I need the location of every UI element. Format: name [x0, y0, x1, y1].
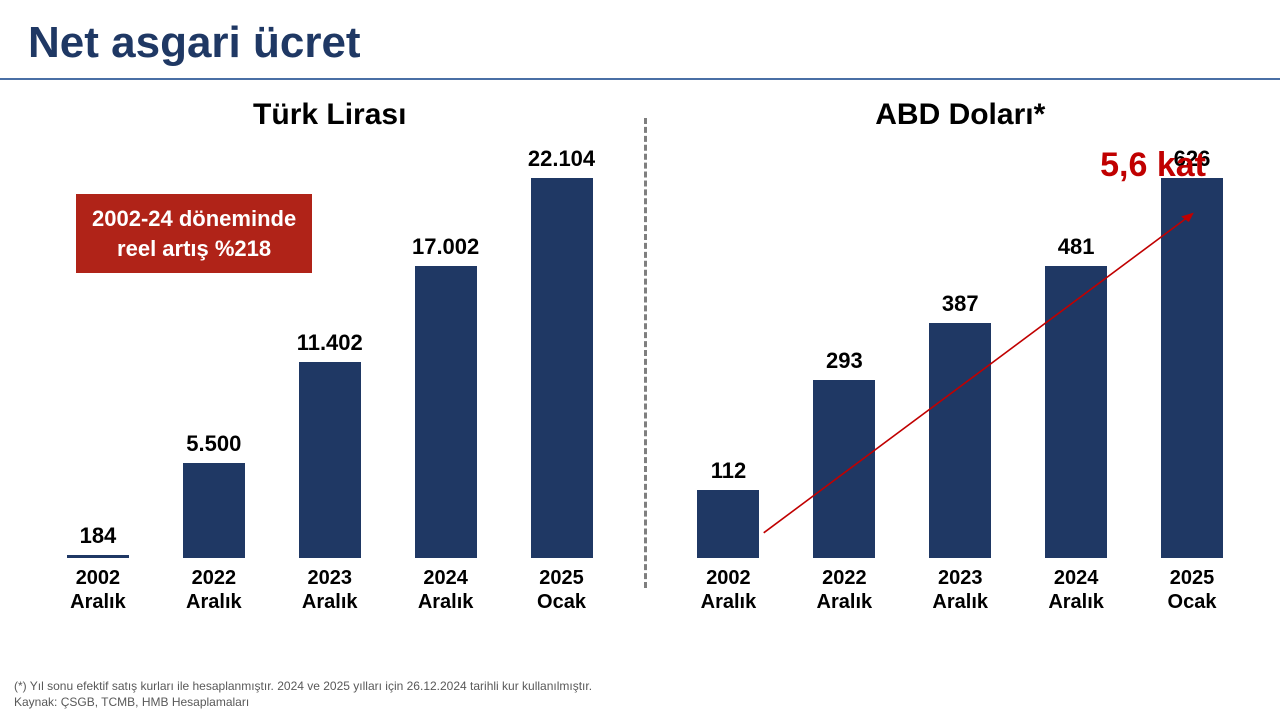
- x-axis-label: 2002Aralık: [676, 566, 780, 614]
- bar-rect: [183, 463, 245, 558]
- chart-title-left: Türk Lirası: [30, 98, 630, 132]
- bar-group: 184: [46, 523, 150, 558]
- chart-panel-right: ABD Doları* 5,6 kat 112 293 387 481 626 2002…: [661, 88, 1261, 648]
- x-axis-label: 2025Ocak: [509, 566, 613, 614]
- x-labels-left: 2002Aralık2022Aralık2023Aralık2024Aralık…: [40, 566, 620, 614]
- bar-rect: [415, 266, 477, 558]
- bar-value-label: 112: [711, 458, 747, 484]
- callout-line2: reel artış %218: [117, 236, 271, 261]
- bar-rect: [299, 362, 361, 558]
- bars-area-right: 112 293 387 481 626: [671, 138, 1251, 558]
- charts-row: Türk Lirası 2002-24 döneminde reel artış…: [0, 88, 1280, 648]
- footnote-line1: (*) Yıl sonu efektif satış kurları ile h…: [14, 679, 592, 693]
- footnote: (*) Yıl sonu efektif satış kurları ile h…: [14, 678, 592, 710]
- bar-rect: [1045, 266, 1107, 558]
- x-axis-label: 2023Aralık: [908, 566, 1012, 614]
- title-bar: Net asgari ücret: [0, 0, 1280, 80]
- bar-value-label: 11.402: [297, 330, 363, 356]
- page-title: Net asgari ücret: [28, 18, 1280, 68]
- kat-label: 5,6 kat: [1100, 146, 1206, 185]
- bar-group: 5.500: [162, 431, 266, 558]
- bar-rect: [813, 380, 875, 558]
- bar-value-label: 387: [942, 291, 979, 317]
- bar-rect: [697, 490, 759, 558]
- bar-rect: [929, 323, 991, 558]
- bar-value-label: 17.002: [412, 234, 479, 260]
- bar-group: 293: [792, 348, 896, 558]
- footnote-line2: Kaynak: ÇSGB, TCMB, HMB Hesaplamaları: [14, 695, 249, 709]
- callout-line1: 2002-24 döneminde: [92, 206, 296, 231]
- bar-group: 481: [1024, 234, 1128, 558]
- bar-group: 112: [676, 458, 780, 558]
- callout-box: 2002-24 döneminde reel artış %218: [76, 194, 312, 273]
- chart-title-right: ABD Doları*: [661, 98, 1261, 132]
- bar-group: 17.002: [393, 234, 497, 558]
- bar-value-label: 184: [80, 523, 117, 549]
- bar-group: 626: [1140, 146, 1244, 558]
- panel-divider: [644, 118, 647, 588]
- x-axis-label: 2024Aralık: [1024, 566, 1128, 614]
- x-axis-label: 2022Aralık: [162, 566, 266, 614]
- bar-value-label: 5.500: [186, 431, 241, 457]
- x-axis-label: 2022Aralık: [792, 566, 896, 614]
- x-axis-label: 2023Aralık: [278, 566, 382, 614]
- bar-value-label: 293: [826, 348, 863, 374]
- bar-group: 11.402: [278, 330, 382, 558]
- bar-group: 387: [908, 291, 1012, 558]
- bar-group: 22.104: [509, 146, 613, 558]
- x-axis-label: 2025Ocak: [1140, 566, 1244, 614]
- bar-value-label: 481: [1058, 234, 1095, 260]
- bar-rect: [531, 178, 593, 558]
- bar-value-label: 22.104: [528, 146, 595, 172]
- bar-rect: [1161, 178, 1223, 558]
- x-axis-label: 2002Aralık: [46, 566, 150, 614]
- x-axis-label: 2024Aralık: [393, 566, 497, 614]
- bar-rect: [67, 555, 129, 558]
- chart-panel-left: Türk Lirası 2002-24 döneminde reel artış…: [30, 88, 630, 648]
- x-labels-right: 2002Aralık2022Aralık2023Aralık2024Aralık…: [671, 566, 1251, 614]
